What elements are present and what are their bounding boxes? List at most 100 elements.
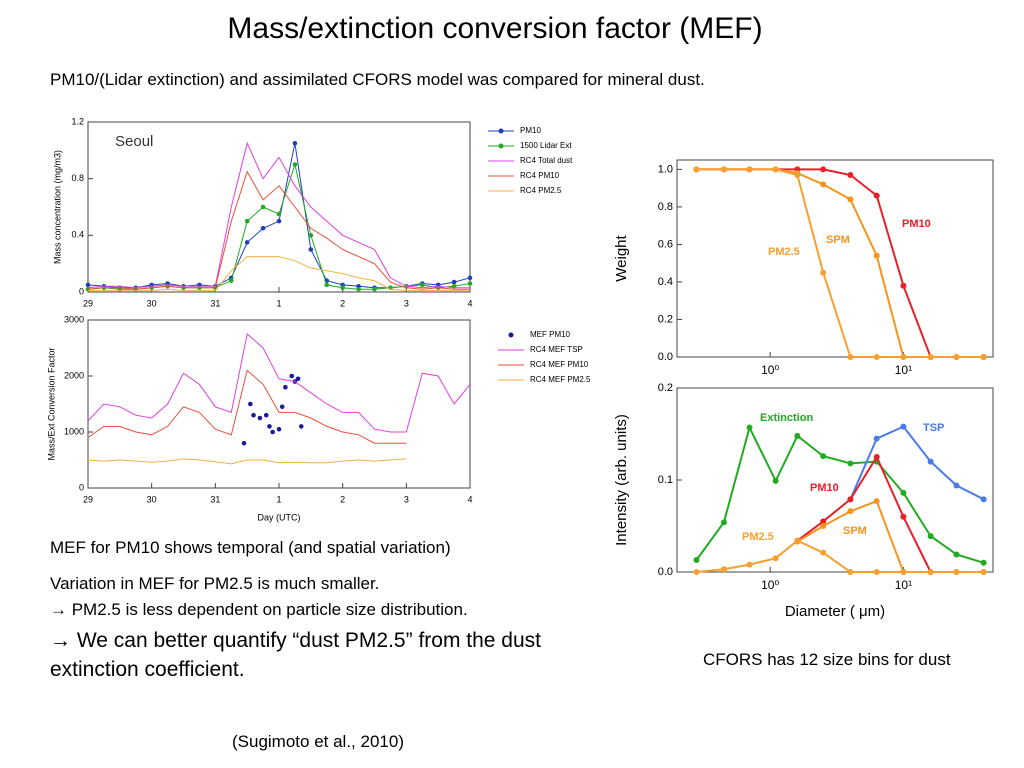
x-tick-label: 31 — [210, 298, 220, 308]
data-point — [289, 373, 295, 379]
data-point — [279, 404, 285, 410]
x-tick-label: 10¹ — [895, 363, 912, 377]
data-point — [693, 557, 700, 564]
data-point — [794, 537, 801, 544]
y-axis-label: Intensity (arb. units) — [613, 414, 630, 546]
data-point — [693, 569, 700, 575]
series-line — [87, 162, 471, 290]
data-point — [820, 549, 827, 556]
y-tick-label: 1.2 — [71, 116, 84, 126]
legend-label: PM10 — [520, 126, 541, 135]
data-point — [873, 569, 880, 575]
data-point — [794, 432, 801, 439]
series-line — [796, 454, 932, 573]
data-point — [260, 204, 266, 210]
x-tick-label: 3 — [404, 298, 409, 308]
annotation: SPM — [843, 525, 867, 537]
data-point — [340, 285, 345, 291]
y-tick-label: 0.0 — [658, 566, 673, 578]
data-point — [298, 424, 304, 429]
data-point — [308, 247, 314, 252]
legend-label: RC4 MEF PM10 — [530, 360, 589, 369]
legend-label: RC4 MEF TSP — [530, 345, 583, 354]
data-point — [847, 460, 854, 467]
y-tick-label: 2000 — [64, 370, 84, 380]
y-tick-label: 0.1 — [658, 474, 673, 486]
data-point — [267, 424, 272, 429]
x-tick-label: 10⁰ — [761, 578, 779, 592]
x-tick-label: 2 — [340, 494, 345, 504]
data-point — [900, 489, 907, 496]
data-point — [820, 181, 827, 188]
legend-swatch — [508, 332, 514, 338]
series-line — [695, 424, 984, 564]
data-point — [244, 240, 250, 245]
data-point — [746, 561, 753, 568]
data-point — [953, 354, 960, 360]
data-point — [847, 569, 854, 575]
legend-swatch — [498, 143, 504, 149]
data-point — [980, 569, 987, 575]
data-point — [927, 533, 934, 540]
annotation: TSP — [923, 422, 944, 434]
bullet: MEF for PM10 shows temporal (and spatial… — [50, 538, 451, 557]
y-axis-label: Weight — [613, 234, 630, 281]
citation: (Sugimoto et al., 2010) — [232, 732, 404, 751]
data-point — [228, 278, 234, 283]
data-point — [251, 412, 256, 418]
data-point — [720, 566, 727, 573]
annotation: PM2.5 — [768, 246, 800, 258]
data-point — [847, 508, 854, 515]
subtitle: PM10/(Lidar extinction) and assimilated … — [50, 70, 705, 89]
y-tick-label: 0.2 — [658, 382, 673, 394]
data-point — [248, 401, 253, 407]
y-tick-label: 0.4 — [71, 230, 84, 240]
y-tick-label: 0 — [79, 482, 84, 492]
y-tick-label: 0.4 — [658, 276, 673, 288]
x-tick-label: 10⁰ — [761, 363, 779, 377]
x-tick-label: 1 — [276, 494, 281, 504]
series-line — [696, 168, 984, 358]
x-tick-label: 2 — [340, 298, 345, 308]
data-point — [263, 412, 269, 418]
data-point — [85, 282, 91, 288]
data-point — [772, 166, 779, 173]
data-point — [308, 233, 314, 238]
x-tick-label: 29 — [83, 298, 93, 308]
data-point — [356, 286, 361, 292]
legend-label: 1500 Lidar Ext — [520, 141, 572, 150]
series-line — [796, 499, 984, 573]
data-point — [257, 415, 263, 421]
slide-title: Mass/extinction conversion factor (MEF) — [227, 12, 763, 45]
data-point — [270, 429, 275, 435]
legend-label: RC4 Total dust — [520, 156, 573, 165]
y-tick-label: 0.0 — [658, 351, 673, 363]
y-tick-label: 0.2 — [658, 313, 673, 325]
series-line — [87, 458, 407, 465]
data-point — [746, 424, 753, 431]
series-line — [87, 170, 470, 290]
bullet: → PM2.5 is less dependent on particle si… — [50, 600, 468, 619]
legend-label: RC4 PM10 — [520, 171, 560, 180]
data-point — [720, 519, 727, 526]
series-line — [696, 168, 984, 358]
data-point — [467, 275, 473, 281]
data-point — [772, 477, 779, 484]
data-point — [873, 252, 880, 259]
data-point — [847, 196, 854, 203]
annotation: SPM — [826, 234, 850, 246]
x-axis-label: Diameter ( μm) — [785, 603, 885, 620]
legend-swatch — [498, 128, 504, 134]
data-point — [900, 569, 907, 575]
y-axis-label: Mass concentration (mg/m3) — [52, 150, 62, 264]
data-point — [820, 269, 827, 276]
data-point — [873, 454, 880, 460]
x-tick-label: 30 — [147, 494, 157, 504]
data-point — [927, 458, 934, 465]
data-point — [900, 282, 907, 289]
data-point — [980, 496, 987, 503]
y-tick-label: 3000 — [64, 314, 84, 324]
data-point — [847, 354, 854, 360]
series-line — [696, 168, 984, 358]
